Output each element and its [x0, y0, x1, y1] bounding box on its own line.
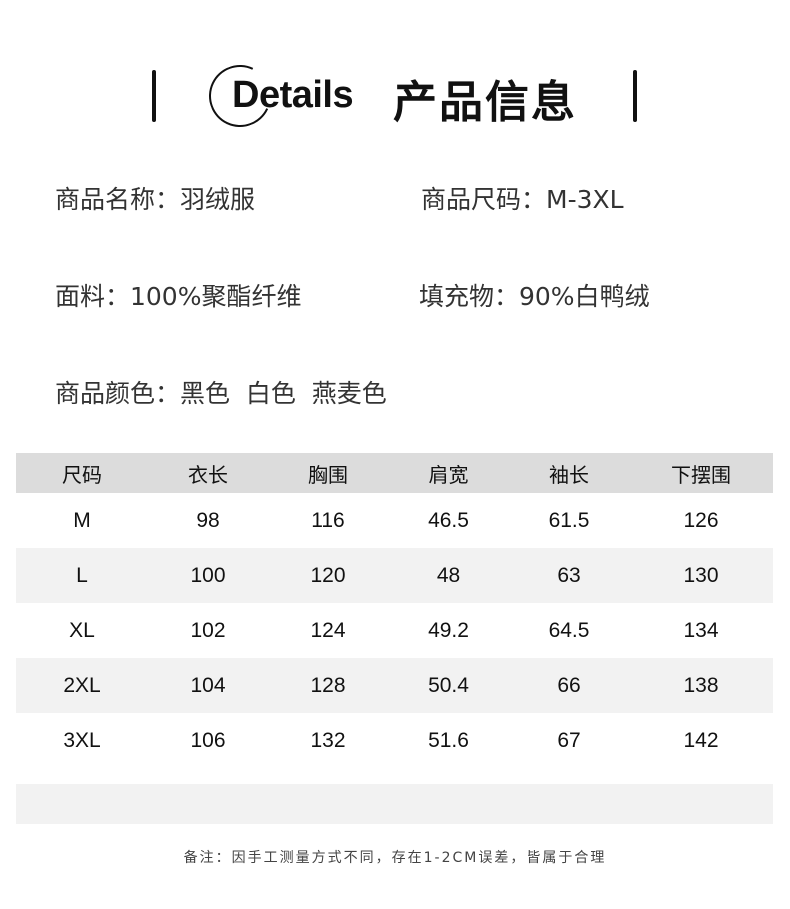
column-header: 袖长 [509, 453, 629, 493]
table-row: L 100 120 48 63 130 [16, 548, 773, 603]
column-header: 肩宽 [388, 453, 509, 493]
measurement-note: 备注：因手工测量方式不同，存在1-2CM误差，皆属于合理 [183, 850, 607, 866]
table-cell: 142 [683, 728, 719, 752]
size-table: 尺码 衣长 胸围 肩宽 袖长 下摆围 M 98 116 46.5 61.5 126 L 100 120 48… [16, 453, 773, 824]
product-filling: 填充物：90%白鸭绒 [419, 282, 650, 311]
column-header: 下摆围 [629, 453, 773, 493]
title-chinese: 产品信息 [393, 77, 577, 128]
table-row: 3XL 106 132 51.6 67 142 [16, 713, 773, 768]
column-header: 尺码 [16, 453, 148, 493]
right-divider [633, 70, 637, 122]
table-cell: 106 [190, 728, 226, 752]
table-cell: 48 [388, 548, 509, 603]
table-cell: 46.5 [428, 508, 469, 532]
table-row: M 98 116 46.5 61.5 126 [16, 493, 773, 548]
table-spacer [16, 768, 773, 784]
table-cell: 98 [196, 508, 220, 532]
product-name: 商品名称：羽绒服 [55, 185, 256, 214]
table-header-row: 尺码 衣长 胸围 肩宽 袖长 下摆围 [16, 453, 773, 493]
table-cell: 67 [557, 728, 581, 752]
table-cell: 100 [148, 548, 268, 603]
table-cell: 104 [148, 658, 268, 713]
product-colors: 商品颜色：黑色 白色 燕麦色 [55, 379, 387, 408]
table-cell: 134 [683, 618, 719, 642]
title-english: Details [232, 74, 354, 116]
product-size: 商品尺码：M-3XL [421, 185, 624, 214]
table-cell: L [16, 548, 148, 603]
table-cell: 132 [310, 728, 346, 752]
table-cell: 2XL [16, 658, 148, 713]
table-cell: M [73, 508, 91, 532]
table-empty-row [16, 784, 773, 824]
product-fabric: 面料：100%聚酯纤维 [55, 282, 302, 311]
table-cell: XL [69, 618, 95, 642]
table-cell: 51.6 [428, 728, 469, 752]
table-cell: 120 [268, 548, 388, 603]
table-cell: 3XL [63, 728, 101, 752]
table-cell: 50.4 [388, 658, 509, 713]
table-cell: 128 [268, 658, 388, 713]
table-cell: 63 [509, 548, 629, 603]
table-cell: 61.5 [548, 508, 590, 532]
table-cell: 130 [629, 548, 773, 603]
table-cell: 49.2 [428, 618, 469, 642]
table-cell: 124 [310, 618, 346, 642]
table-cell: 64.5 [548, 618, 590, 642]
table-cell: 102 [190, 618, 226, 642]
column-header: 胸围 [268, 453, 388, 493]
table-cell: 138 [629, 658, 773, 713]
column-header: 衣长 [148, 453, 268, 493]
table-cell: 126 [683, 508, 719, 532]
table-row: XL 102 124 49.2 64.5 134 [16, 603, 773, 658]
table-cell: 116 [311, 508, 345, 532]
left-divider [152, 70, 156, 122]
table-row: 2XL 104 128 50.4 66 138 [16, 658, 773, 713]
table-cell: 66 [509, 658, 629, 713]
